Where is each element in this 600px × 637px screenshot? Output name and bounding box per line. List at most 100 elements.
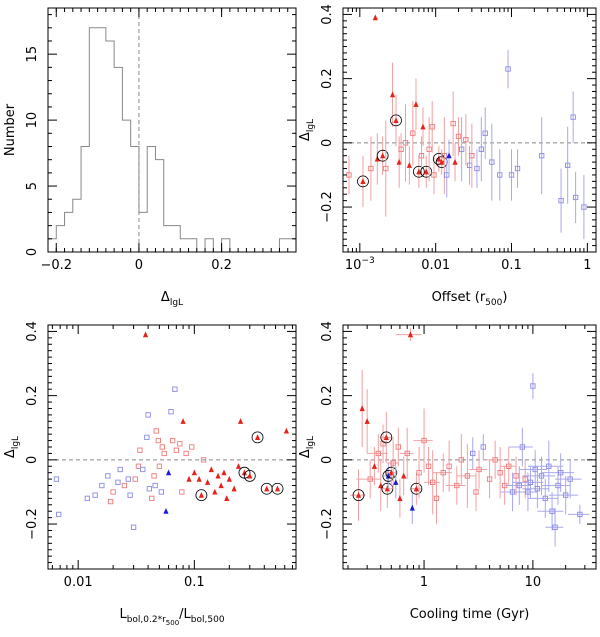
data-point (226, 475, 232, 482)
highlight-circle (357, 175, 369, 188)
data-point (218, 482, 224, 489)
histogram-bin (279, 239, 287, 252)
panel-offset-scatter: 10−3 0.01 0.1 1 −0.2 0 0.2 0.4 Offset (r500) ΔlgL (298, 4, 597, 308)
data-point (397, 495, 403, 501)
x-tick-label: 1 (420, 575, 428, 590)
data-point (433, 495, 440, 502)
data-point (177, 441, 183, 447)
data-point (418, 153, 425, 159)
data-point (385, 472, 391, 479)
data-point (168, 409, 174, 415)
data-point (563, 492, 569, 498)
data-point (224, 495, 230, 501)
data-point (552, 524, 558, 530)
data-point (221, 469, 227, 476)
data-point (476, 466, 482, 473)
data-point (163, 508, 169, 514)
plot-frame (342, 324, 597, 570)
x-axis-label: Offset (r500) (432, 290, 508, 308)
data-point (558, 470, 564, 476)
y-tick-label: 0.2 (25, 385, 40, 406)
y-axis-label: ΔlgL (298, 436, 316, 458)
data-point (514, 165, 521, 172)
data-point (389, 91, 396, 98)
histogram-bin (73, 199, 81, 252)
data-point (274, 485, 281, 492)
data-point (538, 473, 545, 479)
data-point (458, 457, 464, 463)
data-point (423, 168, 429, 175)
data-point (505, 66, 511, 72)
data-point (140, 466, 146, 473)
histogram-bin (205, 239, 213, 252)
data-point (145, 412, 151, 418)
histogram-bin (288, 239, 296, 252)
data-point (172, 386, 178, 392)
data-point (132, 476, 138, 482)
data-point (196, 475, 202, 482)
histogram-bin (48, 239, 56, 252)
data-point (367, 476, 373, 482)
data-point (115, 479, 121, 485)
data-point (420, 123, 426, 130)
histogram-bin (122, 120, 130, 252)
data-point (478, 146, 484, 152)
data-point (158, 489, 164, 495)
data-point (446, 152, 452, 159)
data-point (368, 165, 374, 172)
highlight-circle (271, 482, 284, 495)
data-point (388, 469, 394, 476)
data-point (436, 155, 442, 162)
data-point (404, 450, 410, 457)
data-point (393, 479, 399, 485)
data-point (497, 172, 503, 178)
data-point (558, 197, 564, 204)
highlight-circle (382, 469, 395, 482)
data-point (151, 473, 157, 479)
highlight-circle (251, 431, 264, 444)
data-point (137, 447, 143, 453)
data-point (473, 489, 479, 495)
data-point (149, 495, 155, 502)
data-point (522, 476, 528, 482)
data-point (519, 444, 525, 450)
x-tick-label: 0.2 (211, 258, 232, 273)
data-point (200, 457, 207, 463)
data-point (179, 489, 185, 495)
data-point (406, 162, 412, 168)
x-tick-label: 0.01 (421, 258, 450, 273)
data-point (463, 136, 469, 143)
data-point (431, 172, 437, 178)
data-point (416, 470, 422, 476)
data-point (142, 331, 149, 338)
histogram-bin (139, 212, 147, 252)
data-point (530, 383, 536, 389)
histogram-bin (56, 226, 64, 252)
data-point (125, 476, 131, 482)
histogram-bin (81, 146, 89, 252)
panel-luminosity-ratio-scatter: 0.01 0.1 −0.2 0 0.2 0.4 Lbol,0.2*r500/Lbol,500… (3, 321, 297, 627)
data-point (396, 158, 402, 165)
histogram-bin (98, 28, 106, 252)
data-point (189, 444, 195, 450)
data-point (546, 463, 552, 469)
data-point (152, 482, 158, 489)
data-point (454, 482, 460, 489)
data-point (121, 482, 128, 489)
highlight-circle (376, 149, 389, 162)
data-point (516, 482, 522, 489)
data-point (110, 489, 116, 495)
data-point (130, 524, 137, 530)
histogram-bin (106, 41, 114, 252)
data-point (56, 511, 62, 518)
data-point (161, 450, 167, 457)
data-point (444, 172, 450, 178)
data-point (153, 428, 159, 434)
data-point (165, 469, 172, 476)
data-point (513, 473, 519, 479)
data-point (204, 479, 211, 485)
data-point (489, 159, 495, 165)
histogram-bin (172, 226, 180, 252)
data-point (452, 158, 458, 165)
